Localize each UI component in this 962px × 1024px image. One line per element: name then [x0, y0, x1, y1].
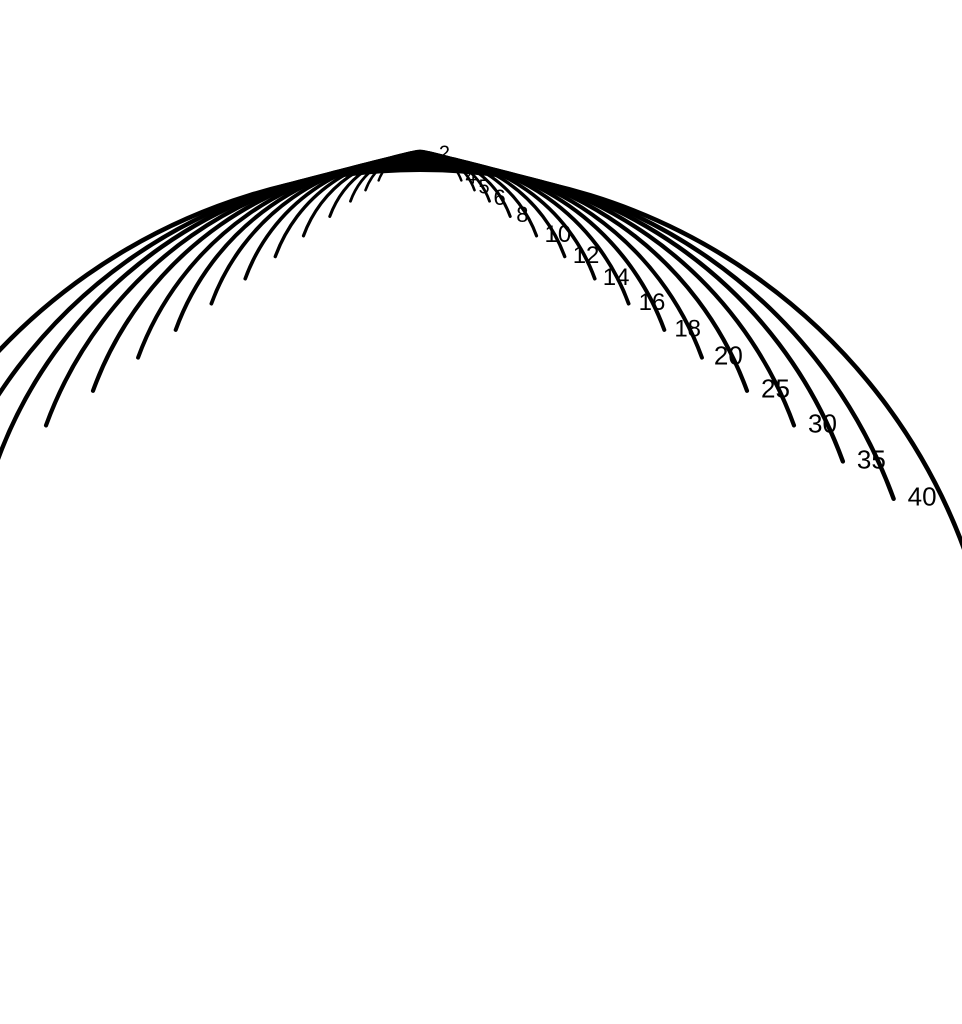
- nested-arc-diagram: 2345681012141618202530354050: [0, 0, 962, 1024]
- arc-40: [0, 167, 894, 499]
- arc-label-40: 40: [908, 482, 937, 512]
- arc-25: [93, 162, 747, 391]
- arc-30: [46, 164, 794, 426]
- arc-35: [0, 165, 843, 461]
- arc-20: [138, 160, 702, 357]
